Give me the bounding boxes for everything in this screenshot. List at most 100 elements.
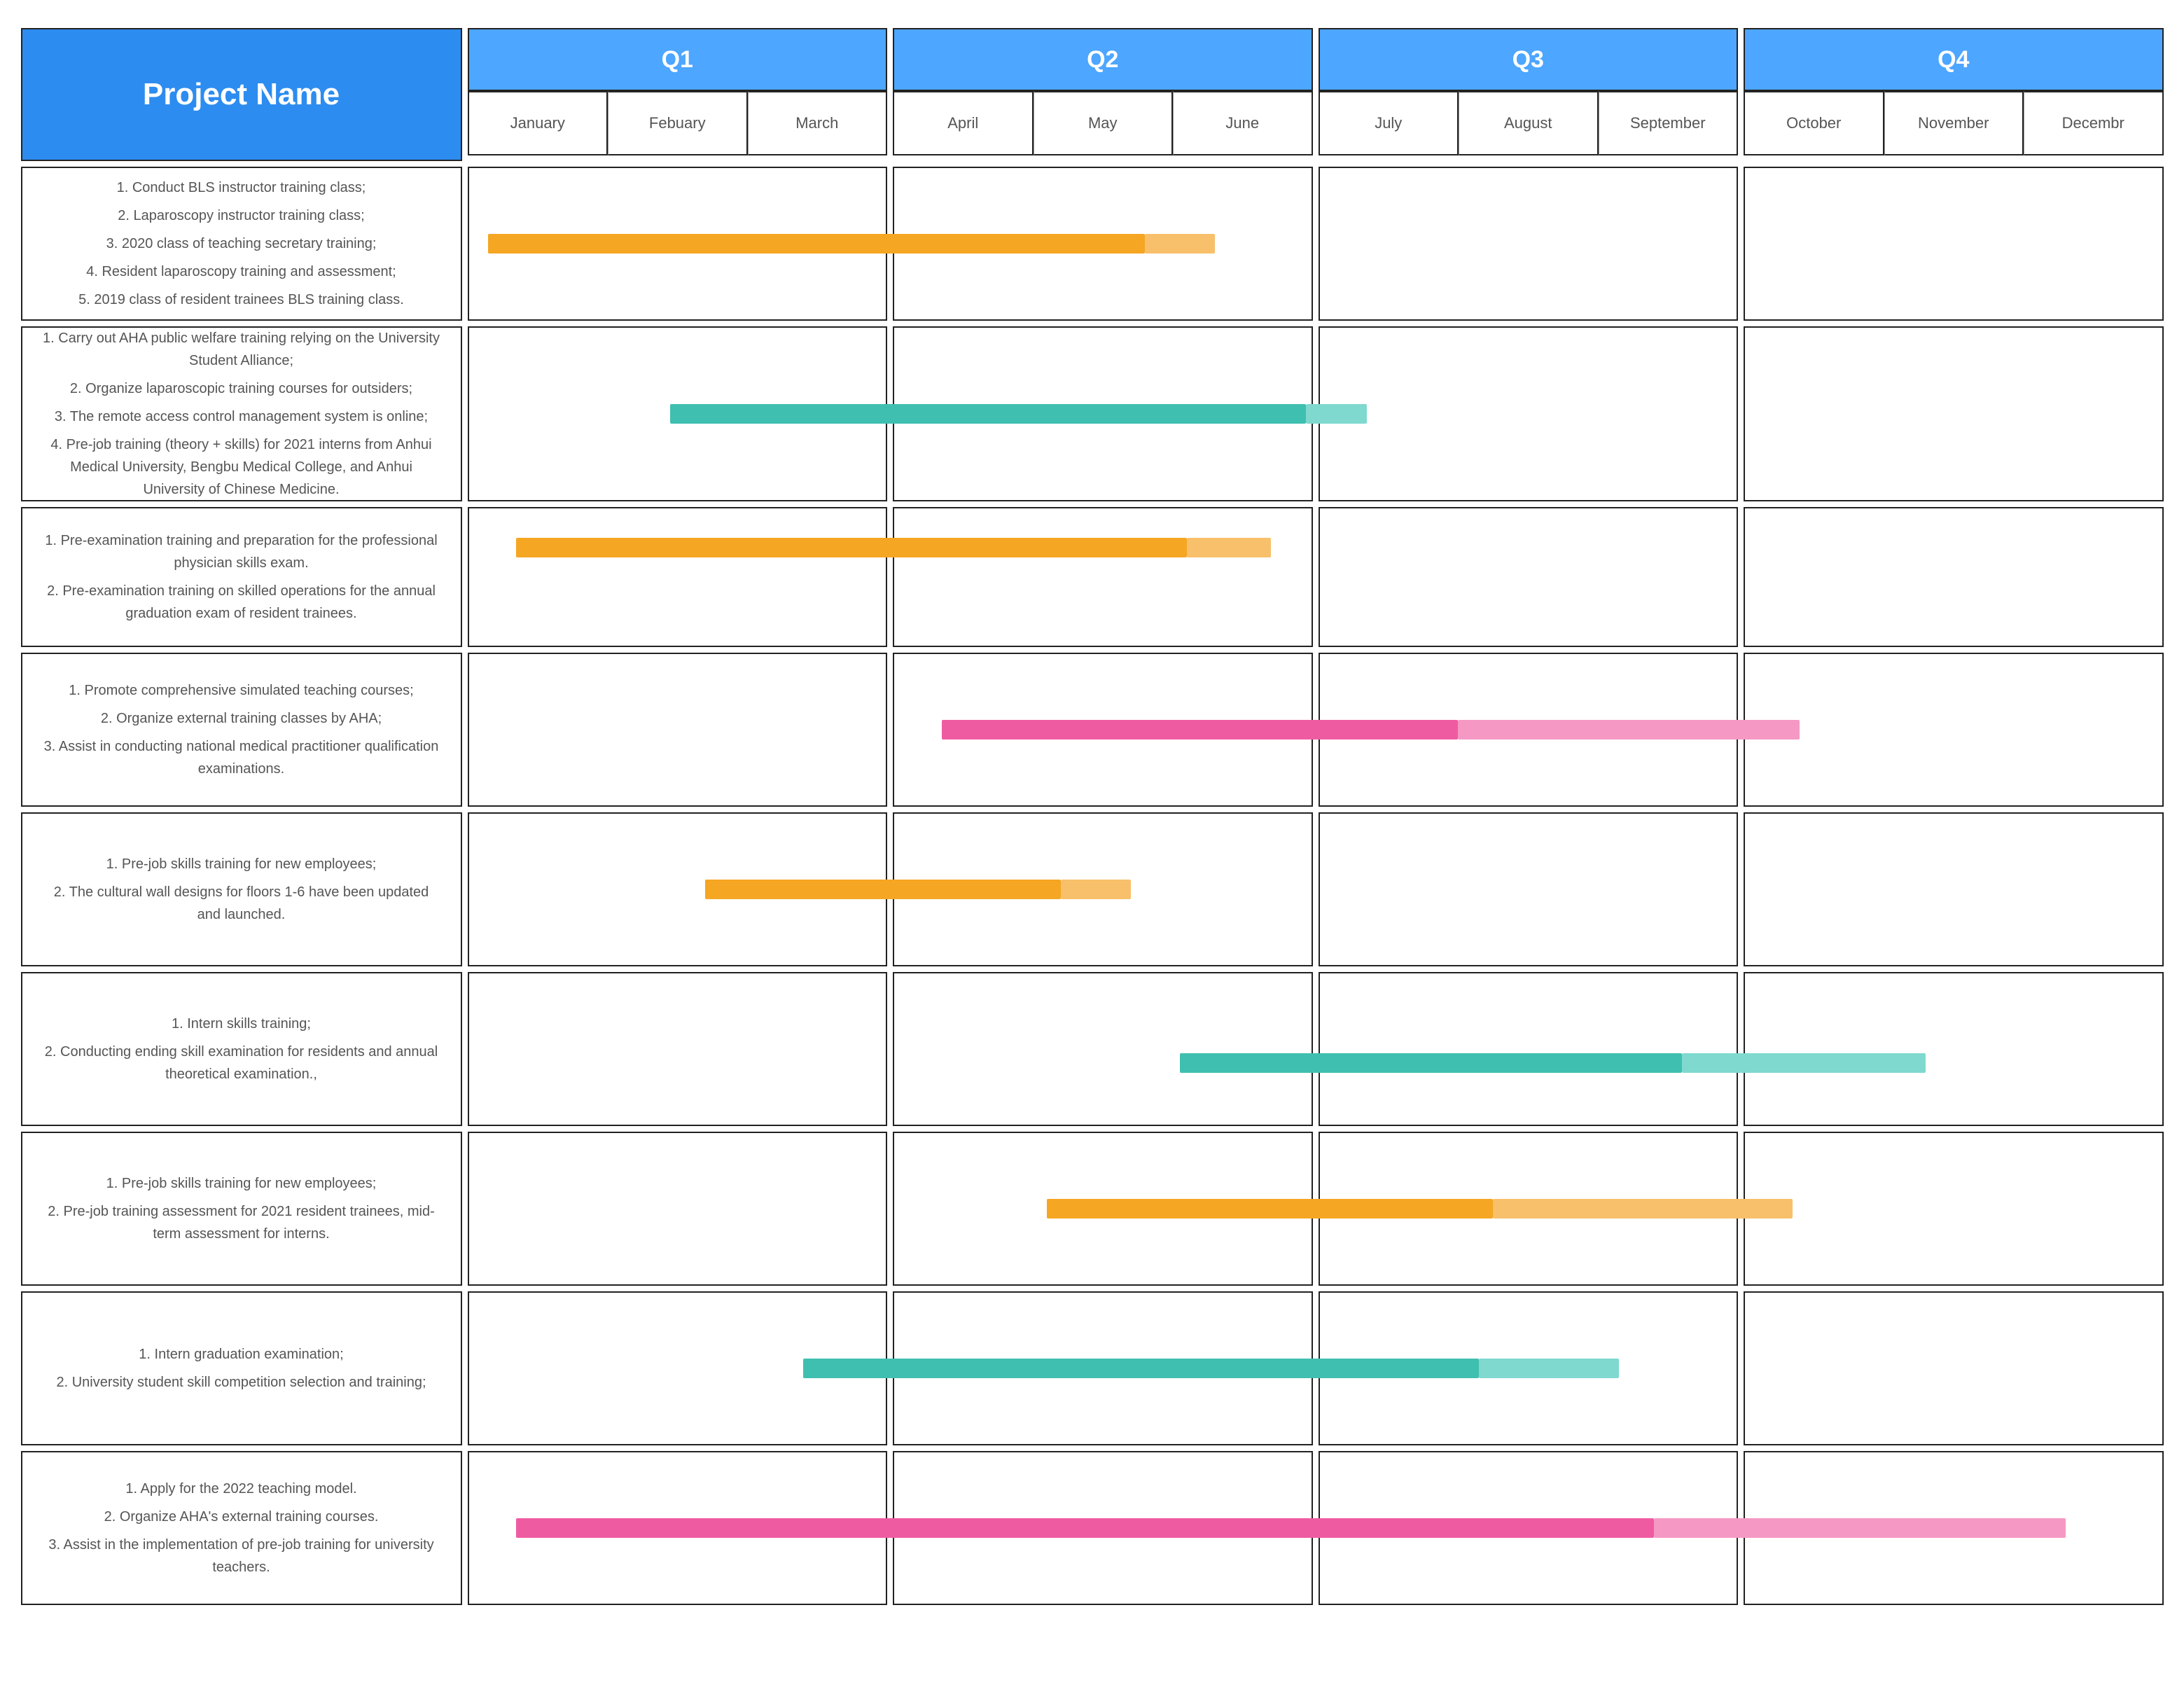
row-quarter-cell	[468, 653, 888, 807]
month-cell-2: March	[748, 91, 888, 155]
row-label-line: 2. University student skill competition …	[41, 1371, 443, 1394]
gantt-row-6: 1. Pre-job skills training for new emplo…	[21, 1132, 2164, 1286]
gantt-bar	[942, 720, 1458, 740]
gantt-bar	[670, 404, 1305, 424]
gantt-canvas: Project Name Q1Q2Q3Q4 JanuaryFebuaryMarc…	[0, 0, 2184, 1701]
row-quarter-cell	[893, 507, 1313, 647]
gantt-row-4: 1. Pre-job skills training for new emplo…	[21, 812, 2164, 966]
row-label-line: 3. Assist in the implementation of pre-j…	[41, 1534, 443, 1578]
row-label-line: 4. Pre-job training (theory + skills) fo…	[41, 433, 443, 501]
row-label-line: 1. Intern graduation examination;	[41, 1343, 443, 1366]
row-label-8: 1. Apply for the 2022 teaching model. 2. …	[21, 1451, 462, 1605]
row-label-line: 2. The cultural wall designs for floors …	[41, 881, 443, 926]
gantt-bar	[1180, 1053, 1682, 1073]
month-cell-11: Decembr	[2024, 91, 2164, 155]
gantt-bar	[1479, 1359, 1619, 1378]
row-quarter-cell	[1744, 653, 2164, 807]
gantt-bar	[1047, 1199, 1493, 1219]
row-label-2: 1. Pre-examination training and preparat…	[21, 507, 462, 647]
gantt-body: 1. Conduct BLS instructor training class…	[21, 167, 2164, 1605]
row-quarter-cell	[468, 1132, 888, 1286]
row-label-line: 2. Organize external training classes by…	[41, 707, 443, 730]
gantt-row-7: 1. Intern graduation examination; 2. Univ…	[21, 1291, 2164, 1445]
month-cell-8: September	[1599, 91, 1739, 155]
gantt-bar	[1145, 234, 1215, 254]
row-label-line: 1. Apply for the 2022 teaching model.	[41, 1478, 443, 1500]
gantt-bar	[516, 1518, 1654, 1538]
gantt-bar	[1654, 1518, 2066, 1538]
row-label-line: 3. The remote access control management …	[41, 405, 443, 428]
gantt-row-1: 1. Carry out AHA public welfare training…	[21, 326, 2164, 501]
gantt-row-3: 1. Promote comprehensive simulated teach…	[21, 653, 2164, 807]
row-label-6: 1. Pre-job skills training for new emplo…	[21, 1132, 462, 1286]
month-cell-3: April	[893, 91, 1034, 155]
gantt-bar	[1458, 720, 1800, 740]
row-label-line: 3. Assist in conducting national medical…	[41, 735, 443, 780]
row-label-line: 5. 2019 class of resident trainees BLS t…	[41, 289, 443, 311]
gantt-bar	[1682, 1053, 1926, 1073]
row-label-5: 1. Intern skills training; 2. Conducting …	[21, 972, 462, 1126]
row-quarter-cell	[1744, 1132, 2164, 1286]
gantt-row-0: 1. Conduct BLS instructor training class…	[21, 167, 2164, 321]
row-label-line: 1. Pre-job skills training for new emplo…	[41, 853, 443, 875]
row-label-0: 1. Conduct BLS instructor training class…	[21, 167, 462, 321]
row-quarter-cell	[1319, 812, 1739, 966]
row-track-group-2	[462, 507, 2164, 647]
gantt-bar	[1187, 538, 1271, 557]
month-cell-1: Febuary	[608, 91, 748, 155]
gantt-bar	[1493, 1199, 1793, 1219]
row-track-group-5	[462, 972, 2164, 1126]
header-right: Q1Q2Q3Q4 JanuaryFebuaryMarchAprilMayJune…	[462, 28, 2164, 161]
gantt-bar	[1061, 880, 1131, 899]
quarter-cell-q4: Q4	[1744, 28, 2164, 91]
row-quarter-cell	[1744, 326, 2164, 501]
row-quarter-cell	[1319, 167, 1739, 321]
row-label-line: 1. Intern skills training;	[41, 1013, 443, 1035]
month-cell-10: November	[1884, 91, 2024, 155]
month-cell-6: July	[1319, 91, 1459, 155]
title-cell: Project Name	[21, 28, 462, 161]
quarter-months-q1: JanuaryFebuaryMarch	[468, 91, 888, 161]
row-label-line: 3. 2020 class of teaching secretary trai…	[41, 232, 443, 255]
row-quarter-cell	[893, 972, 1313, 1126]
chart-title: Project Name	[143, 77, 340, 112]
row-label-line: 2. Pre-job training assessment for 2021 …	[41, 1200, 443, 1245]
row-label-line: 1. Carry out AHA public welfare training…	[41, 327, 443, 372]
row-label-3: 1. Promote comprehensive simulated teach…	[21, 653, 462, 807]
row-label-line: 1. Pre-job skills training for new emplo…	[41, 1172, 443, 1195]
row-quarter-cell	[1744, 1291, 2164, 1445]
row-quarter-cell	[1744, 167, 2164, 321]
row-quarter-cell	[468, 507, 888, 647]
quarter-cell-q3: Q3	[1319, 28, 1739, 91]
row-label-line: 1. Promote comprehensive simulated teach…	[41, 679, 443, 702]
row-label-line: 2. Conducting ending skill examination f…	[41, 1041, 443, 1085]
row-quarter-cell	[1744, 507, 2164, 647]
row-label-line: 2. Organize laparoscopic training course…	[41, 377, 443, 400]
row-quarter-cell	[1319, 507, 1739, 647]
month-cell-4: May	[1034, 91, 1174, 155]
quarter-months-q4: OctoberNovemberDecembr	[1744, 91, 2164, 161]
gantt-bar	[516, 538, 1186, 557]
quarters-row: Q1Q2Q3Q4	[462, 28, 2164, 91]
gantt-bar	[705, 880, 1061, 899]
gantt-row-5: 1. Intern skills training; 2. Conducting …	[21, 972, 2164, 1126]
row-label-line: 4. Resident laparoscopy training and ass…	[41, 261, 443, 283]
gantt-chart: Project Name Q1Q2Q3Q4 JanuaryFebuaryMarc…	[21, 28, 2164, 1605]
month-cell-7: August	[1459, 91, 1599, 155]
row-label-line: 2. Organize AHA's external training cour…	[41, 1506, 443, 1528]
row-quarter-cell	[1744, 812, 2164, 966]
row-label-1: 1. Carry out AHA public welfare training…	[21, 326, 462, 501]
quarter-cell-q2: Q2	[893, 28, 1313, 91]
months-row: JanuaryFebuaryMarchAprilMayJuneJulyAugus…	[462, 91, 2164, 161]
gantt-bar	[803, 1359, 1479, 1378]
row-quarter-cell	[1319, 972, 1739, 1126]
header: Project Name Q1Q2Q3Q4 JanuaryFebuaryMarc…	[21, 28, 2164, 161]
row-quarter-cell	[1319, 326, 1739, 501]
month-cell-0: January	[468, 91, 608, 155]
row-quarter-cell	[468, 972, 888, 1126]
gantt-row-2: 1. Pre-examination training and preparat…	[21, 507, 2164, 647]
row-label-line: 2. Pre-examination training on skilled o…	[41, 580, 443, 625]
gantt-bar	[1306, 404, 1368, 424]
quarter-months-q2: AprilMayJune	[893, 91, 1313, 161]
month-cell-5: June	[1173, 91, 1313, 155]
